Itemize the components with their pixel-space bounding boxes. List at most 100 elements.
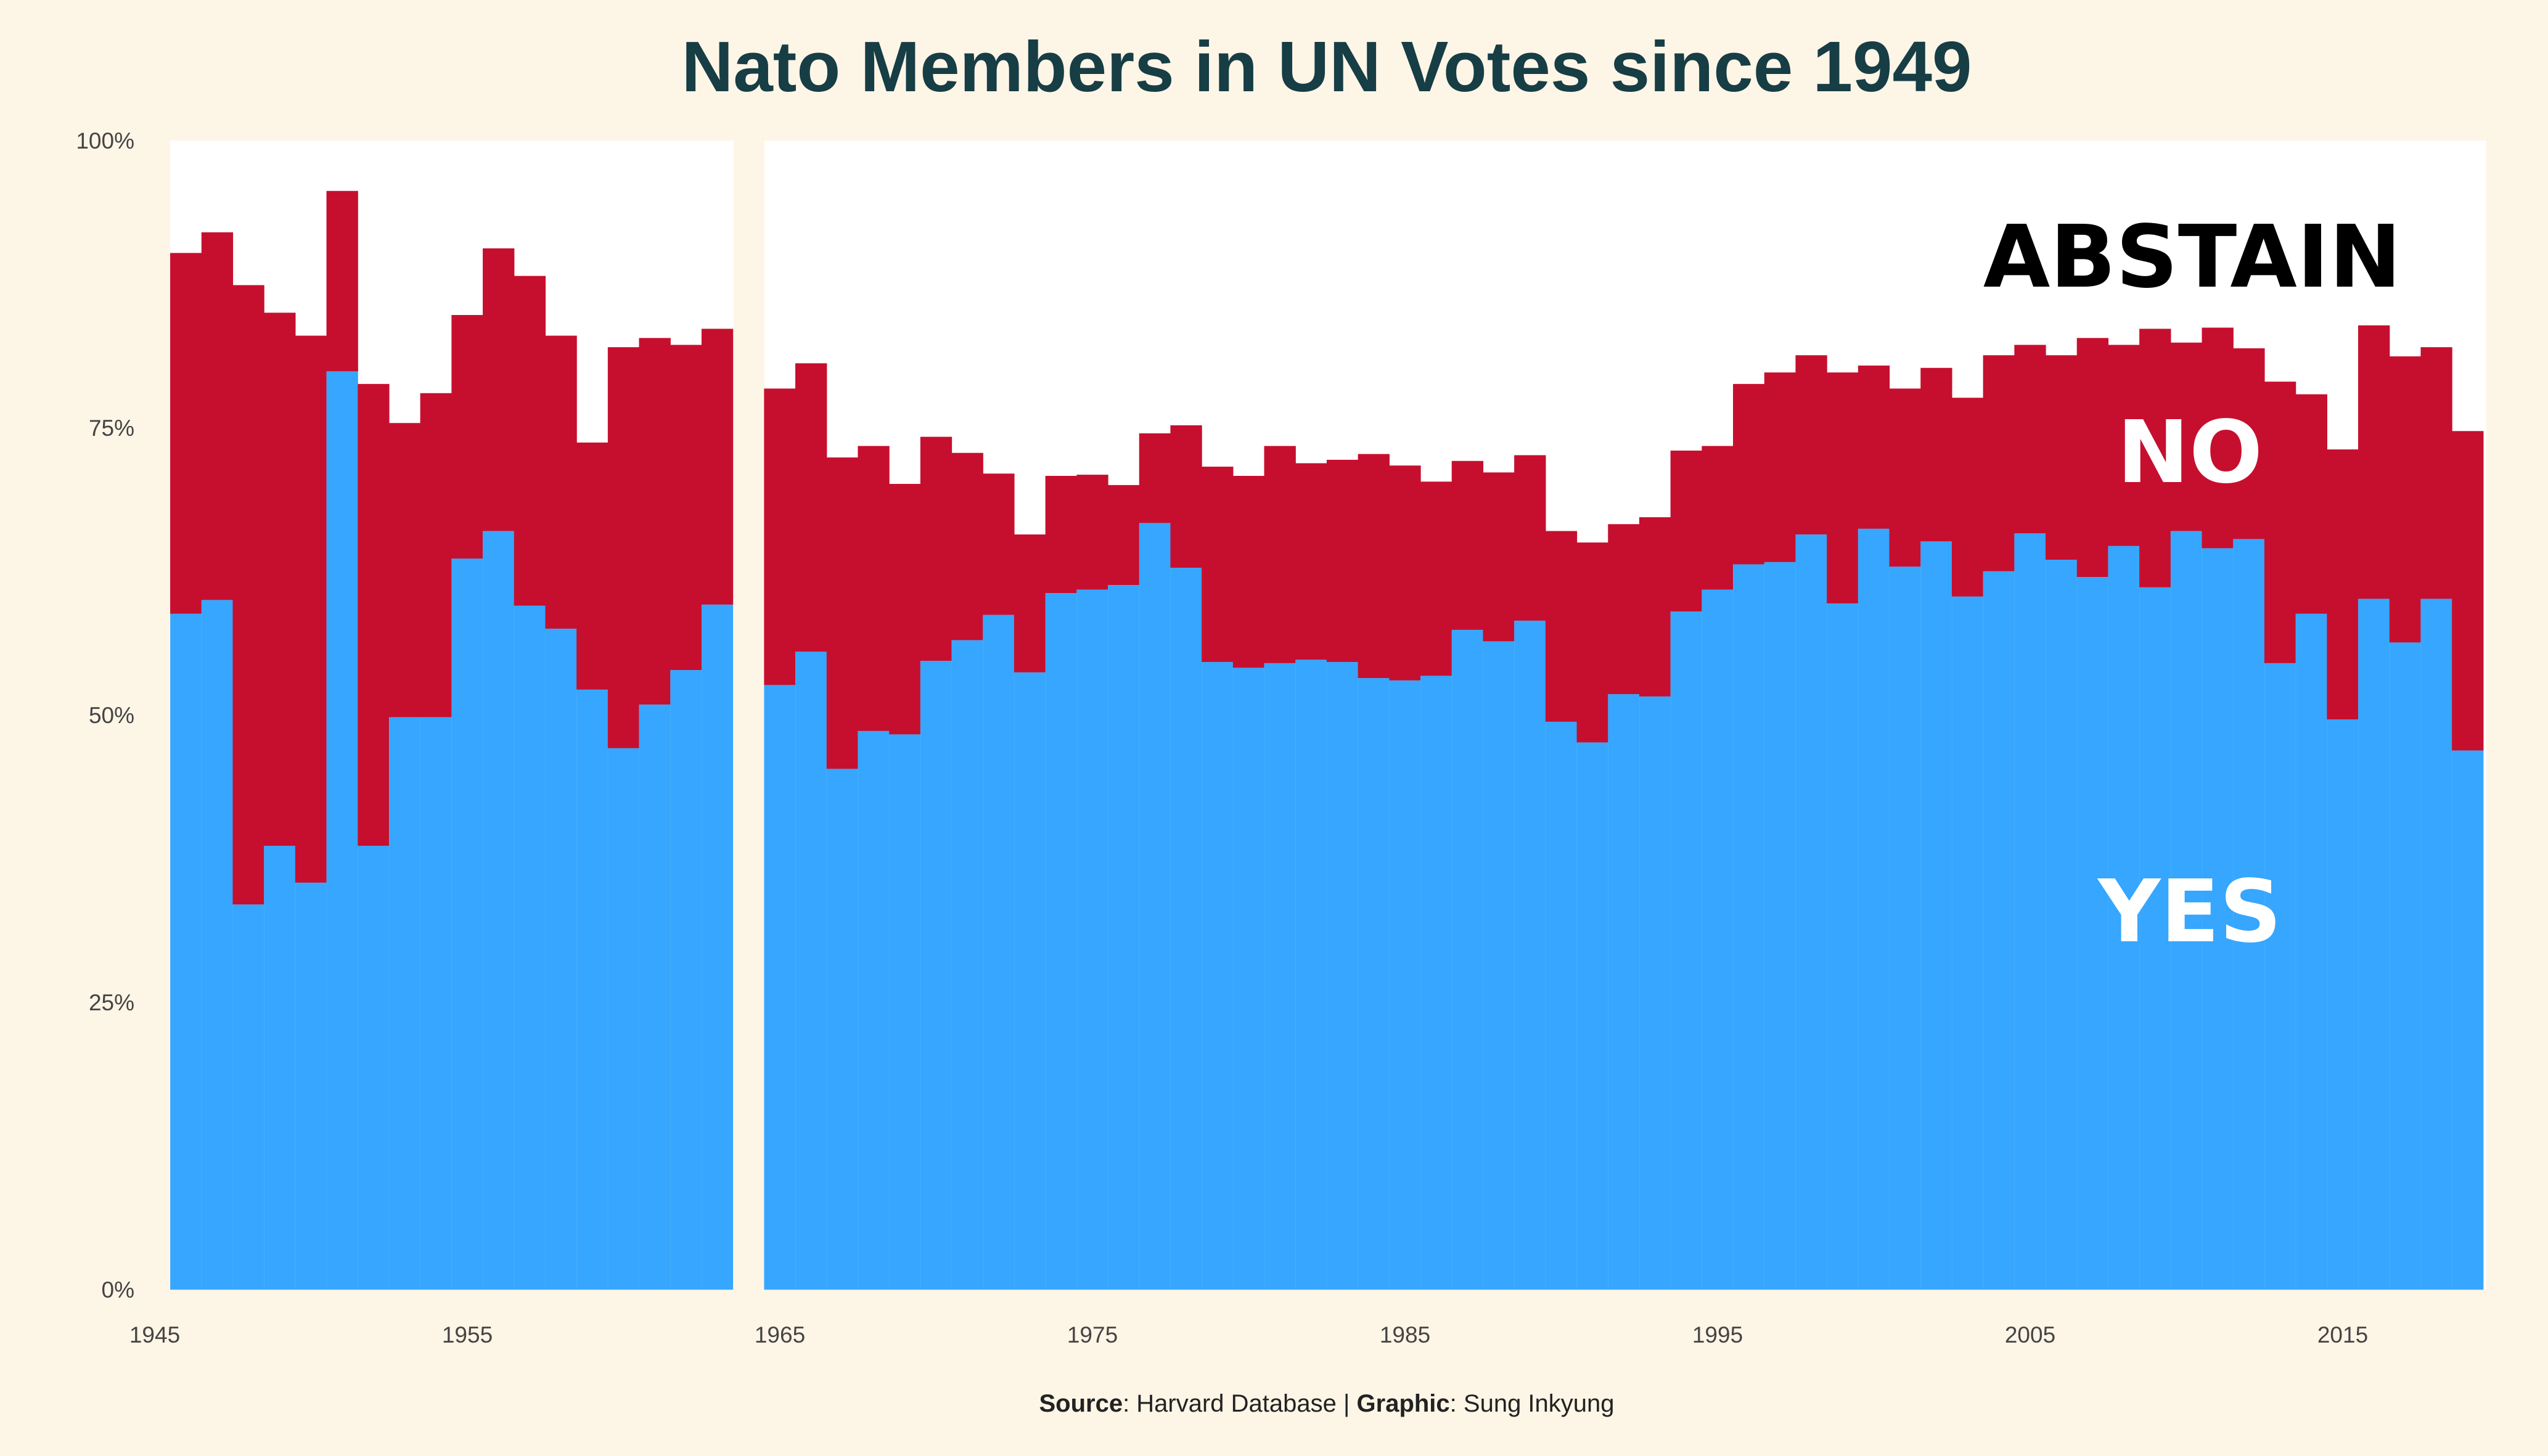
bar-no-1997: [1764, 372, 1796, 563]
bar-no-1954: [420, 393, 452, 718]
bar-yes-2006: [2046, 560, 2078, 1290]
bar-no-2013: [2264, 382, 2296, 664]
bar-yes-2000: [1858, 528, 1890, 1290]
bar-no-2014: [2295, 394, 2327, 615]
bar-no-1967: [826, 457, 859, 769]
bar-yes-2009: [2139, 587, 2171, 1290]
bar-yes-2004: [1983, 571, 2015, 1290]
bar-yes-1959: [576, 689, 608, 1290]
bar-yes-2007: [2076, 577, 2109, 1290]
bar-no-2019: [2452, 431, 2484, 751]
bar-yes-1979: [1202, 661, 1234, 1290]
bar-no-1976: [1108, 485, 1140, 586]
bar-no-1972: [983, 473, 1015, 616]
x-tick-label: 2015: [2317, 1322, 2368, 1348]
bar-no-2001: [1889, 388, 1921, 567]
bar-no-2004: [1983, 355, 2015, 572]
x-tick-label: 1965: [755, 1322, 805, 1348]
bar-no-1977: [1139, 433, 1171, 524]
bar-no-1946: [170, 253, 202, 615]
bar-yes-2016: [2358, 599, 2390, 1290]
bar-no-1989: [1514, 455, 1546, 621]
bar-no-1988: [1483, 472, 1515, 642]
bar-yes-1974: [1045, 593, 1077, 1290]
y-tick-label: 50%: [89, 703, 134, 728]
bar-no-2015: [2327, 449, 2359, 720]
bar-yes-1946: [170, 613, 202, 1290]
bar-yes-2003: [1951, 596, 1984, 1290]
bar-yes-2011: [2202, 548, 2234, 1290]
bar-no-2009: [2139, 329, 2171, 588]
bar-no-1947: [201, 232, 234, 600]
bar-yes-1952: [358, 846, 390, 1290]
x-tick-label: 1945: [129, 1322, 180, 1348]
caption: Source: Harvard Database | Graphic: Sung…: [1039, 1390, 1614, 1417]
bar-yes-1977: [1139, 523, 1171, 1290]
bar-no-2016: [2358, 325, 2390, 600]
bar-no-1983: [1326, 459, 1359, 663]
bar-no-1952: [358, 383, 390, 846]
bar-no-1950: [295, 335, 327, 883]
bar-yes-2002: [1920, 541, 1952, 1290]
bar-yes-1969: [889, 734, 921, 1290]
bar-yes-1967: [826, 769, 859, 1290]
bar-yes-1960: [607, 748, 640, 1290]
bar-yes-1955: [451, 558, 483, 1290]
caption-source-text: : Harvard Database |: [1123, 1390, 1356, 1417]
bar-no-2006: [2046, 355, 2078, 560]
bar-no-2017: [2389, 356, 2422, 643]
bar-yes-2010: [2170, 531, 2203, 1290]
bar-no-2018: [2420, 347, 2452, 600]
bar-yes-1988: [1483, 641, 1515, 1290]
bar-no-1993: [1639, 517, 1671, 697]
bar-no-2012: [2233, 348, 2265, 540]
bar-no-1969: [889, 484, 921, 735]
bar-yes-1982: [1295, 660, 1327, 1290]
bar-yes-1954: [420, 717, 452, 1290]
bar-yes-1981: [1264, 663, 1296, 1290]
bar-no-2003: [1951, 398, 1984, 597]
bar-yes-1957: [514, 605, 546, 1290]
bar-yes-1993: [1639, 696, 1671, 1290]
bar-no-1962: [670, 345, 702, 671]
bar-no-1998: [1795, 355, 1827, 535]
bar-no-1986: [1420, 481, 1452, 676]
bar-yes-2012: [2233, 539, 2265, 1290]
bar-no-1980: [1232, 475, 1265, 668]
bar-no-1982: [1295, 463, 1327, 660]
bar-yes-2019: [2452, 750, 2484, 1290]
bar-yes-1963: [701, 604, 734, 1290]
bar-no-1999: [1827, 372, 1859, 604]
caption-graphic-label: Graphic: [1357, 1390, 1450, 1417]
bar-no-2008: [2108, 345, 2140, 547]
bar-yes-1989: [1514, 620, 1546, 1290]
bar-no-1979: [1202, 467, 1234, 663]
y-tick-label: 100%: [76, 128, 134, 153]
bar-yes-2013: [2264, 663, 2296, 1290]
label-no: NO: [2117, 403, 2263, 503]
bar-yes-1961: [639, 704, 671, 1290]
bar-yes-1970: [920, 661, 952, 1290]
bar-no-1968: [858, 446, 890, 732]
bar-yes-2015: [2327, 719, 2359, 1290]
bar-no-1949: [264, 313, 296, 846]
bar-yes-1976: [1108, 585, 1140, 1290]
bar-yes-2001: [1889, 566, 1921, 1290]
x-tick-label: 1955: [442, 1322, 493, 1348]
bar-yes-1978: [1170, 568, 1202, 1290]
y-axis: 0% 25% 50% 75% 100%: [76, 128, 134, 1303]
bar-yes-1997: [1764, 562, 1796, 1290]
x-tick-label: 2005: [2005, 1322, 2055, 1348]
bar-no-1948: [232, 285, 264, 905]
bar-yes-1994: [1670, 611, 1702, 1290]
bar-no-1991: [1576, 542, 1608, 743]
bar-no-2000: [1858, 366, 1890, 530]
bar-yes-1948: [232, 904, 264, 1290]
y-tick-label: 0%: [102, 1277, 134, 1303]
bar-no-1996: [1733, 383, 1765, 565]
bar-no-1956: [483, 248, 515, 532]
bar-no-1971: [951, 452, 983, 641]
bar-no-1970: [920, 436, 952, 661]
y-tick-label: 75%: [89, 415, 134, 441]
